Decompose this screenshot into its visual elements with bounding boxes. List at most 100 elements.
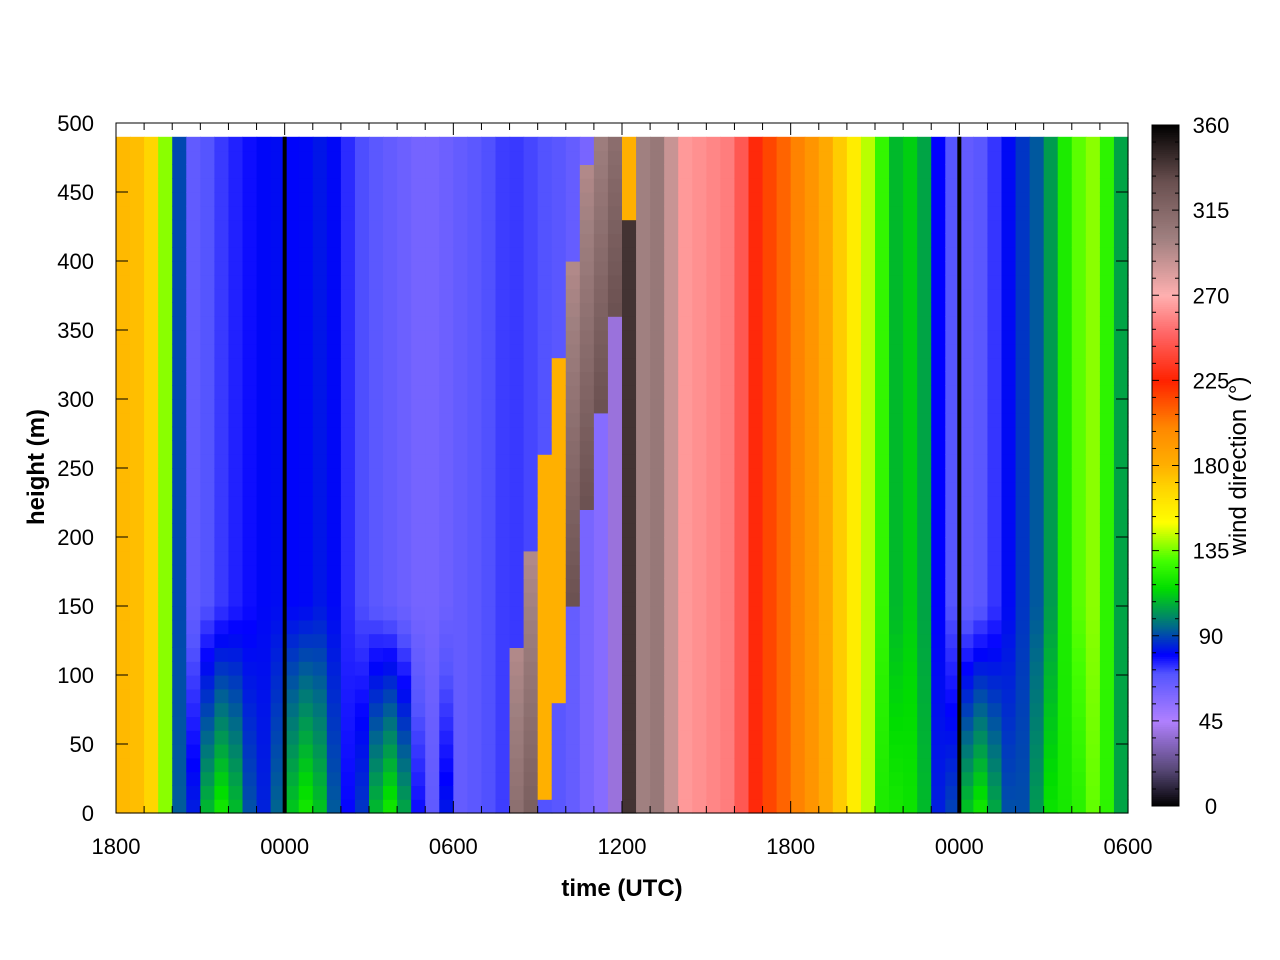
heatmap-cell bbox=[439, 661, 454, 676]
colorbar-swatch bbox=[1152, 480, 1179, 484]
heatmap-cell bbox=[256, 675, 272, 690]
heatmap-cell bbox=[762, 205, 778, 221]
heatmap-cell bbox=[1085, 468, 1101, 483]
colorbar-swatch bbox=[1152, 760, 1179, 763]
heatmap-cell bbox=[1085, 675, 1101, 690]
heatmap-cell bbox=[846, 523, 862, 538]
heatmap-cell bbox=[425, 440, 440, 455]
heatmap-cell bbox=[664, 702, 679, 717]
heatmap-cell bbox=[326, 399, 342, 414]
heatmap-cell bbox=[903, 150, 918, 165]
heatmap-cell bbox=[411, 150, 426, 165]
heatmap-cell bbox=[242, 523, 258, 538]
heatmap-cell bbox=[228, 633, 244, 648]
colorbar-swatch bbox=[1152, 692, 1179, 695]
heatmap-cell bbox=[875, 150, 890, 165]
heatmap-cell bbox=[593, 412, 609, 428]
heatmap-cell bbox=[397, 550, 412, 566]
heatmap-cell bbox=[1043, 205, 1059, 221]
heatmap-cell bbox=[425, 688, 440, 704]
heatmap-cell bbox=[481, 412, 497, 428]
heatmap-cell bbox=[270, 261, 286, 276]
heatmap-cell bbox=[790, 385, 806, 400]
heatmap-cell bbox=[116, 495, 131, 510]
heatmap-cell bbox=[875, 468, 890, 483]
heatmap-cell bbox=[818, 523, 834, 538]
heatmap-cell bbox=[1001, 688, 1017, 704]
heatmap-cell bbox=[748, 633, 764, 648]
heatmap-cell bbox=[889, 730, 904, 745]
heatmap-cell bbox=[706, 744, 721, 759]
heatmap-cell bbox=[903, 661, 918, 676]
heatmap-cell bbox=[776, 412, 792, 428]
heatmap-cell bbox=[622, 564, 637, 579]
heatmap-cell bbox=[397, 509, 412, 524]
heatmap-cell bbox=[790, 399, 806, 414]
heatmap-cell bbox=[762, 744, 778, 759]
heatmap-cell bbox=[467, 399, 483, 414]
heatmap-cell bbox=[565, 647, 581, 662]
heatmap-cell bbox=[1057, 205, 1073, 221]
heatmap-cell bbox=[495, 550, 511, 566]
heatmap-cell bbox=[509, 136, 525, 152]
heatmap-cell bbox=[945, 385, 960, 400]
heatmap-cell bbox=[467, 233, 483, 248]
heatmap-cell bbox=[818, 702, 834, 717]
colorbar-swatch bbox=[1152, 433, 1179, 436]
heatmap-cell bbox=[931, 633, 946, 648]
colorbar-swatch bbox=[1152, 501, 1179, 504]
heatmap-cell bbox=[326, 702, 342, 717]
heatmap-cell bbox=[636, 619, 651, 635]
heatmap-cell bbox=[748, 233, 764, 248]
heatmap-cell bbox=[354, 371, 370, 386]
heatmap-cell bbox=[397, 606, 412, 621]
heatmap-cell bbox=[340, 675, 356, 690]
heatmap-cell bbox=[607, 523, 623, 538]
colorbar-swatch bbox=[1152, 287, 1179, 291]
heatmap-cell bbox=[1015, 454, 1031, 469]
heatmap-cell bbox=[593, 371, 609, 386]
heatmap-cell bbox=[326, 274, 342, 290]
heatmap-cell bbox=[1043, 233, 1059, 248]
colorbar-swatch bbox=[1152, 406, 1179, 410]
heatmap-cell bbox=[790, 371, 806, 386]
heatmap-cell bbox=[1085, 661, 1101, 676]
colorbar-swatch bbox=[1152, 544, 1179, 548]
colorbar-swatch bbox=[1152, 684, 1179, 688]
heatmap-cell bbox=[551, 785, 567, 800]
y-axis-title: height (m) bbox=[23, 409, 50, 525]
heatmap-cell bbox=[776, 661, 792, 676]
heatmap-cell bbox=[411, 564, 426, 579]
heatmap-cell bbox=[593, 150, 609, 165]
heatmap-cell bbox=[931, 619, 946, 635]
heatmap-cell bbox=[636, 523, 651, 538]
heatmap-cell bbox=[340, 192, 356, 207]
colorbar-swatch bbox=[1152, 609, 1179, 612]
heatmap-cell bbox=[509, 564, 525, 579]
heatmap-cell bbox=[565, 716, 581, 731]
heatmap-cell bbox=[860, 205, 876, 221]
heatmap-cell bbox=[1071, 205, 1087, 221]
heatmap-cell bbox=[1113, 744, 1129, 759]
heatmap-cell bbox=[172, 509, 187, 524]
heatmap-cell bbox=[256, 523, 272, 538]
heatmap-cell bbox=[1113, 136, 1129, 152]
heatmap-cell bbox=[917, 619, 932, 635]
heatmap-cell bbox=[1043, 619, 1059, 635]
colorbar-swatch bbox=[1152, 147, 1179, 151]
heatmap-cell bbox=[1057, 757, 1073, 773]
heatmap-cell bbox=[762, 799, 778, 814]
heatmap-cell bbox=[720, 716, 736, 731]
heatmap-cell bbox=[383, 274, 398, 290]
colorbar-swatch bbox=[1152, 628, 1179, 631]
heatmap-cell bbox=[369, 495, 384, 510]
heatmap-cell bbox=[1085, 606, 1101, 621]
heatmap-cell bbox=[987, 136, 1003, 152]
heatmap-cell bbox=[1043, 523, 1059, 538]
heatmap-cell bbox=[903, 799, 918, 814]
heatmap-cell bbox=[481, 247, 497, 262]
heatmap-cell bbox=[1099, 661, 1115, 676]
heatmap-cell bbox=[523, 233, 539, 248]
heatmap-cell bbox=[411, 205, 426, 221]
heatmap-cell bbox=[931, 688, 946, 704]
